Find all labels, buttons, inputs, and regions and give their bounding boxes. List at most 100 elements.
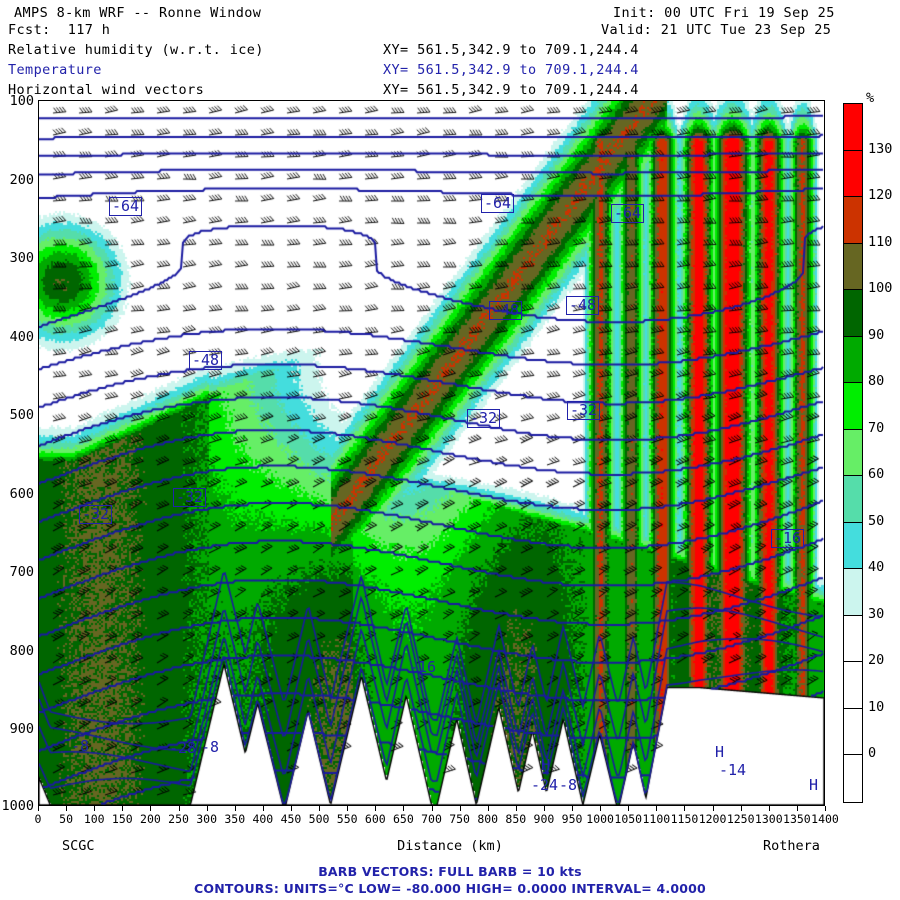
x-tick-mark [122,806,124,811]
colorbar-cell-11 [844,615,862,663]
cross-section-plot[interactable]: -64 -64 -64 -48 -48 -48 -32 -32 -32 -32 -16 -16 -8 -2… [38,100,825,806]
contour-label-0: -64 [109,197,143,216]
x-tick-750: 750 [449,812,470,826]
x-tick-1100: 1100 [642,812,671,826]
x-tick-0: 0 [34,812,42,826]
contour-label-17: -14 [719,761,747,779]
colorbar-label-90: 90 [868,326,885,343]
x-tick-1300: 1300 [754,812,783,826]
colorbar-label-60: 60 [868,466,885,483]
x-tick-300: 300 [196,812,218,826]
x-tick-mark [712,806,714,811]
x-tick-mark [628,806,630,811]
left-endpoint-label: SCGC [62,838,95,854]
contour-label-19: H [715,743,725,761]
x-tick-mark [375,806,377,811]
x-tick-1350: 1350 [783,812,811,826]
x-tick-1000: 1000 [586,812,614,826]
x-tick-mark [66,806,68,811]
colorbar[interactable] [843,103,863,803]
x-tick-mark [94,806,96,811]
colorbar-cell-12 [844,662,862,709]
contour-label-4: -48 [489,301,523,320]
colorbar-label-30: 30 [868,605,885,622]
colorbar-cell-1 [844,150,862,198]
x-tick-550: 550 [336,812,358,826]
contour-label-8: -32 [79,505,113,524]
x-tick-400: 400 [252,812,274,826]
x-tick-1250: 1250 [726,812,755,826]
colorbar-cell-6 [844,383,862,430]
x-axis-title: Distance (km) [397,838,503,854]
contour-label-10: -16 [771,529,805,548]
field-xy-rh: XY= 561.5,342.9 to 709.1,244.4 [383,42,639,58]
x-tick-mark [290,806,292,811]
colorbar-label-0: 0 [868,745,877,762]
colorbar-label-40: 40 [868,559,885,576]
x-tick-mark [796,806,798,811]
y-tick-600: 600 [9,486,34,502]
x-tick-mark [656,806,658,811]
colorbar-cell-3 [844,243,862,291]
x-tick-mark [684,806,686,811]
colorbar-cell-7 [844,429,862,477]
colorbar-label-120: 120 [868,187,893,204]
contour-label-13: -28 [169,739,197,757]
x-tick-mark [234,806,236,811]
y-tick-100: 100 [9,93,34,109]
x-tick-mark [487,806,489,811]
colorbar-units: % [866,90,875,106]
colorbar-label-100: 100 [868,280,893,297]
x-tick-mark [768,806,770,811]
x-tick-600: 600 [364,812,386,826]
y-tick-1000: 1000 [1,798,34,814]
x-tick-100: 100 [83,812,105,826]
colorbar-label-10: 10 [868,698,885,715]
field-xy-temperature: XY= 561.5,342.9 to 709.1,244.4 [383,62,639,78]
x-tick-mark [206,806,208,811]
x-tick-mark [431,806,433,811]
contour-label-20: H [809,776,819,794]
x-tick-700: 700 [421,812,442,826]
x-tick-mark [178,806,180,811]
x-tick-mark [515,806,517,811]
x-tick-1150: 1150 [670,812,699,826]
plot-canvas [39,101,824,805]
x-tick-50: 50 [59,812,74,826]
x-tick-150: 150 [111,812,133,826]
x-tick-950: 950 [561,812,583,826]
header-title: AMPS 8-km WRF -- Ronne Window [14,5,262,21]
contour-label-2: -64 [611,204,645,223]
footer-barb-note: BARB VECTORS: FULL BARB = 10 kts [318,864,582,879]
colorbar-label-50: 50 [868,512,885,529]
x-tick-900: 900 [533,812,555,826]
footer-contour-note: CONTOURS: UNITS=°C LOW= -80.000 HIGH= 0.… [194,881,706,896]
y-tick-800: 800 [9,643,34,659]
x-tick-mark [459,806,461,811]
contour-label-16: -8 [559,776,578,794]
colorbar-label-130: 130 [868,140,893,157]
colorbar-label-20: 20 [868,652,885,669]
colorbar-cell-5 [844,336,862,384]
field-xy-wind: XY= 561.5,342.9 to 709.1,244.4 [383,82,639,98]
x-tick-mark [319,806,321,811]
x-tick-1400: 1400 [811,812,839,826]
right-endpoint-label: Rothera [763,838,820,854]
x-tick-mark [150,806,152,811]
contour-label-15: -24 [531,776,559,794]
colorbar-label-80: 80 [868,373,885,390]
field-label-rh: Relative humidity (w.r.t. ice) [8,42,264,58]
x-tick-200: 200 [140,812,161,826]
x-tick-650: 650 [393,812,414,826]
field-label-temperature: Temperature [8,62,102,78]
x-tick-mark [403,806,405,811]
x-tick-mark [825,806,826,811]
contour-label-3: -48 [189,351,223,370]
contour-label-1: -64 [481,194,515,213]
y-tick-900: 900 [9,721,34,737]
x-tick-mark [38,806,39,811]
x-tick-500: 500 [308,812,330,826]
x-tick-mark [347,806,349,811]
y-tick-500: 500 [9,407,34,423]
x-tick-mark [740,806,742,811]
